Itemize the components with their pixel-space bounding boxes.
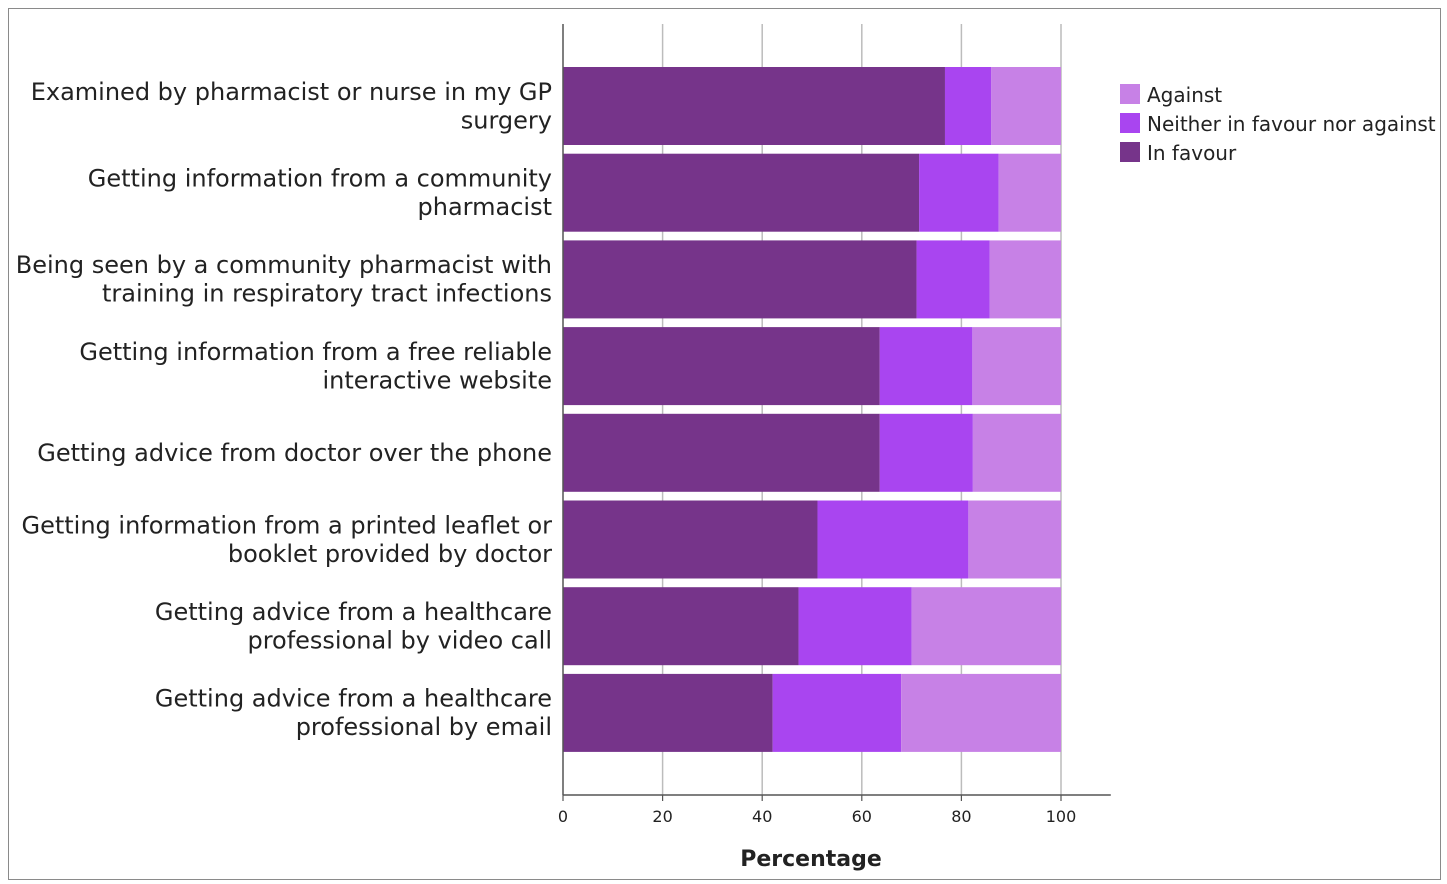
bar-segment: [563, 67, 945, 145]
x-tick-label: 100: [1046, 807, 1077, 826]
axis-layer: 0 20 40 60 80 100: [558, 24, 1111, 826]
bar-segment: [817, 500, 969, 579]
legend-label: Against: [1147, 83, 1222, 107]
bar-segment: [563, 587, 799, 666]
x-tick-label: 40: [752, 807, 772, 826]
legend-label: Neither in favour nor against: [1147, 112, 1436, 136]
legend-label: In favour: [1147, 141, 1237, 165]
bar-segment: [998, 153, 1061, 232]
bar-segment: [563, 327, 880, 406]
bar-segment: [972, 327, 1061, 406]
bar-segment: [944, 67, 992, 145]
category-label-layer: Examined by pharmacist or nurse in my GP…: [16, 78, 552, 741]
category-label: professional by video call: [247, 626, 552, 654]
legend: Against Neither in favour nor against In f…: [1120, 83, 1436, 165]
category-label: Getting advice from doctor over the phon…: [37, 439, 552, 467]
bar-segment: [989, 240, 1061, 319]
bar-segment: [968, 500, 1061, 579]
bar-segment: [563, 500, 818, 579]
bar-layer: [563, 67, 1061, 752]
legend-swatch: [1120, 113, 1140, 133]
bar-segment: [563, 240, 917, 319]
legend-swatch: [1120, 84, 1140, 104]
x-tick-label: 20: [652, 807, 672, 826]
bar-segment: [901, 673, 1061, 752]
bar-segment: [563, 413, 880, 492]
bar-segment: [563, 673, 773, 752]
category-label: booklet provided by doctor: [228, 540, 552, 568]
category-label: Being seen by a community pharmacist wit…: [16, 251, 552, 279]
grid-layer: [661, 24, 1062, 795]
x-axis-title: Percentage: [740, 847, 882, 872]
category-label: interactive website: [323, 366, 552, 394]
bar-segment: [916, 240, 990, 319]
legend-swatch: [1120, 142, 1140, 162]
category-label: Getting information from a community: [88, 164, 552, 192]
bar-segment: [991, 67, 1061, 145]
bar-segment: [911, 587, 1061, 666]
x-tick-label: 0: [558, 807, 568, 826]
bar-segment: [972, 413, 1061, 492]
category-label: Getting information from a printed leafl…: [21, 511, 552, 539]
bar-segment: [879, 413, 973, 492]
x-tick-label: 60: [852, 807, 872, 826]
category-label: professional by email: [296, 713, 552, 741]
category-label: training in respiratory tract infections: [102, 280, 552, 308]
category-label: surgery: [461, 106, 552, 134]
category-label: pharmacist: [418, 193, 552, 221]
x-tick-label: 80: [951, 807, 971, 826]
category-label: Examined by pharmacist or nurse in my GP: [31, 78, 552, 106]
bar-segment: [879, 327, 973, 406]
bar-segment: [919, 153, 999, 232]
category-label: Getting advice from a healthcare: [155, 598, 552, 626]
bar-segment: [563, 153, 920, 232]
bar-segment: [798, 587, 912, 666]
bar-segment: [772, 673, 902, 752]
category-label: Getting information from a free reliable: [79, 338, 552, 366]
category-label: Getting advice from a healthcare: [155, 685, 552, 713]
